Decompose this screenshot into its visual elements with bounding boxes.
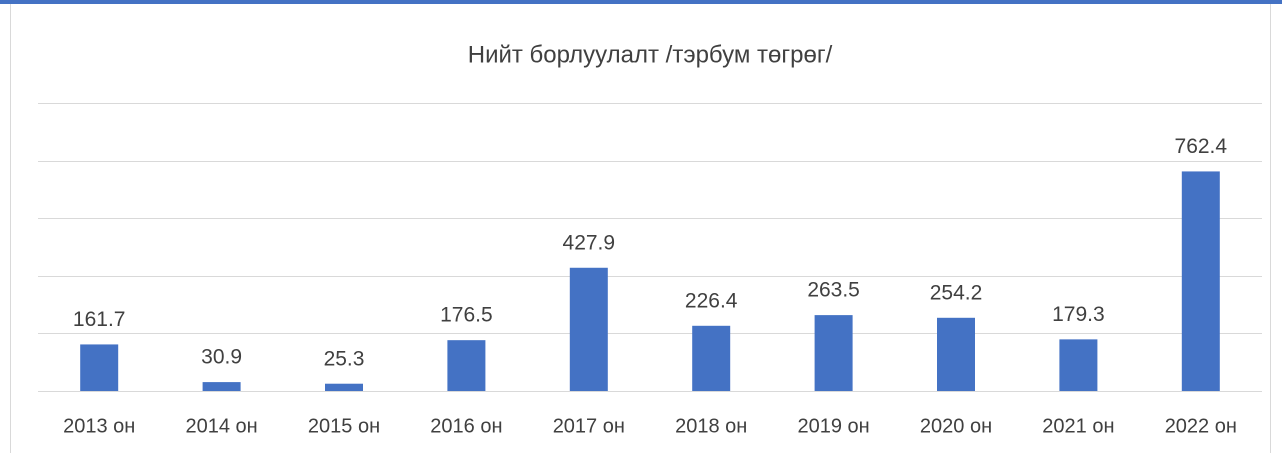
x-tick-label: 2016 он [430, 415, 502, 437]
data-label: 263.5 [807, 279, 860, 302]
x-tick-label: 2013 он [63, 415, 135, 437]
bar [1181, 171, 1220, 391]
data-label: 226.4 [685, 289, 738, 312]
data-label: 762.4 [1175, 135, 1228, 158]
x-tick-label: 2017 он [553, 415, 625, 437]
top-border [0, 0, 1282, 4]
bar [692, 325, 731, 391]
data-label: 161.7 [73, 308, 126, 331]
bar [447, 340, 486, 391]
bar [937, 317, 975, 391]
bar [814, 315, 853, 391]
x-tick-label: 2014 он [185, 415, 257, 437]
data-label: 25.3 [324, 347, 365, 370]
x-tick-label: 2018 он [675, 415, 747, 437]
bar [1059, 339, 1098, 391]
x-tick-label: 2020 он [920, 415, 992, 437]
chart-title: Нийт борлуулалт /тэрбум төгрөг/ [468, 41, 833, 68]
bar [202, 382, 241, 391]
data-label: 427.9 [563, 231, 616, 254]
bar [569, 267, 608, 391]
data-label: 176.5 [440, 304, 493, 327]
x-tick-label: 2021 он [1042, 415, 1114, 437]
x-tick-label: 2015 он [308, 415, 380, 437]
x-tick-label: 2019 он [797, 415, 869, 437]
data-label: 30.9 [201, 346, 242, 369]
data-label: 254.2 [930, 281, 983, 304]
bar [80, 344, 119, 391]
data-label: 179.3 [1052, 303, 1105, 326]
bar [325, 383, 363, 391]
x-tick-label: 2022 он [1165, 415, 1237, 437]
